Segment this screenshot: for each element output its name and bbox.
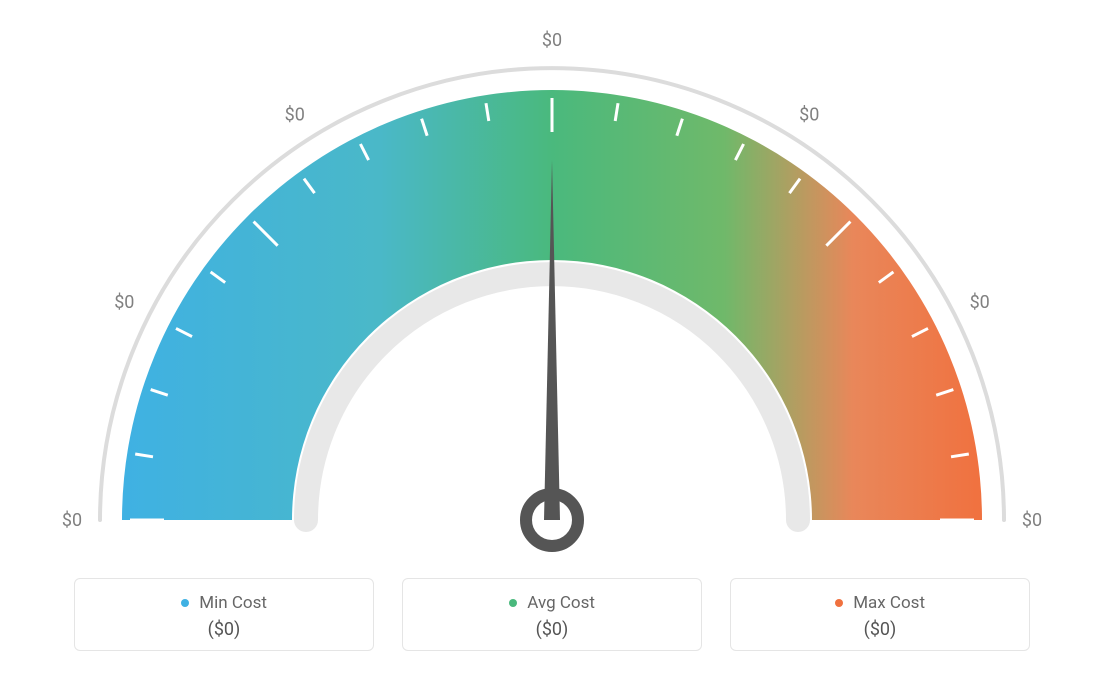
gauge-svg: $0 $0 $0 $0 $0 $0 $0 (0, 0, 1104, 570)
legend-label-max-text: Max Cost (853, 593, 925, 613)
svg-text:$0: $0 (285, 105, 305, 126)
legend-value-max: ($0) (731, 619, 1029, 640)
legend-label-min-text: Min Cost (199, 593, 267, 613)
cost-gauge-widget: $0 $0 $0 $0 $0 $0 $0 Min Cost ($0) Avg Cost ($… (0, 0, 1104, 690)
legend-dot-max (835, 599, 843, 607)
legend-value-min: ($0) (75, 619, 373, 640)
svg-text:$0: $0 (1022, 510, 1042, 531)
svg-text:$0: $0 (970, 292, 990, 313)
svg-text:$0: $0 (542, 30, 562, 51)
legend-row: Min Cost ($0) Avg Cost ($0) Max Cost ($0… (0, 578, 1104, 651)
legend-label-avg: Avg Cost (403, 593, 701, 613)
legend-label-min: Min Cost (75, 593, 373, 613)
legend-label-max: Max Cost (731, 593, 1029, 613)
legend-value-avg: ($0) (403, 619, 701, 640)
svg-text:$0: $0 (799, 105, 819, 126)
svg-text:$0: $0 (62, 510, 82, 531)
legend-dot-min (181, 599, 189, 607)
legend-dot-avg (509, 599, 517, 607)
svg-text:$0: $0 (114, 292, 134, 313)
legend-card-max: Max Cost ($0) (730, 578, 1030, 651)
legend-card-min: Min Cost ($0) (74, 578, 374, 651)
legend-label-avg-text: Avg Cost (527, 593, 595, 613)
legend-card-avg: Avg Cost ($0) (402, 578, 702, 651)
gauge-chart: $0 $0 $0 $0 $0 $0 $0 (0, 0, 1104, 570)
